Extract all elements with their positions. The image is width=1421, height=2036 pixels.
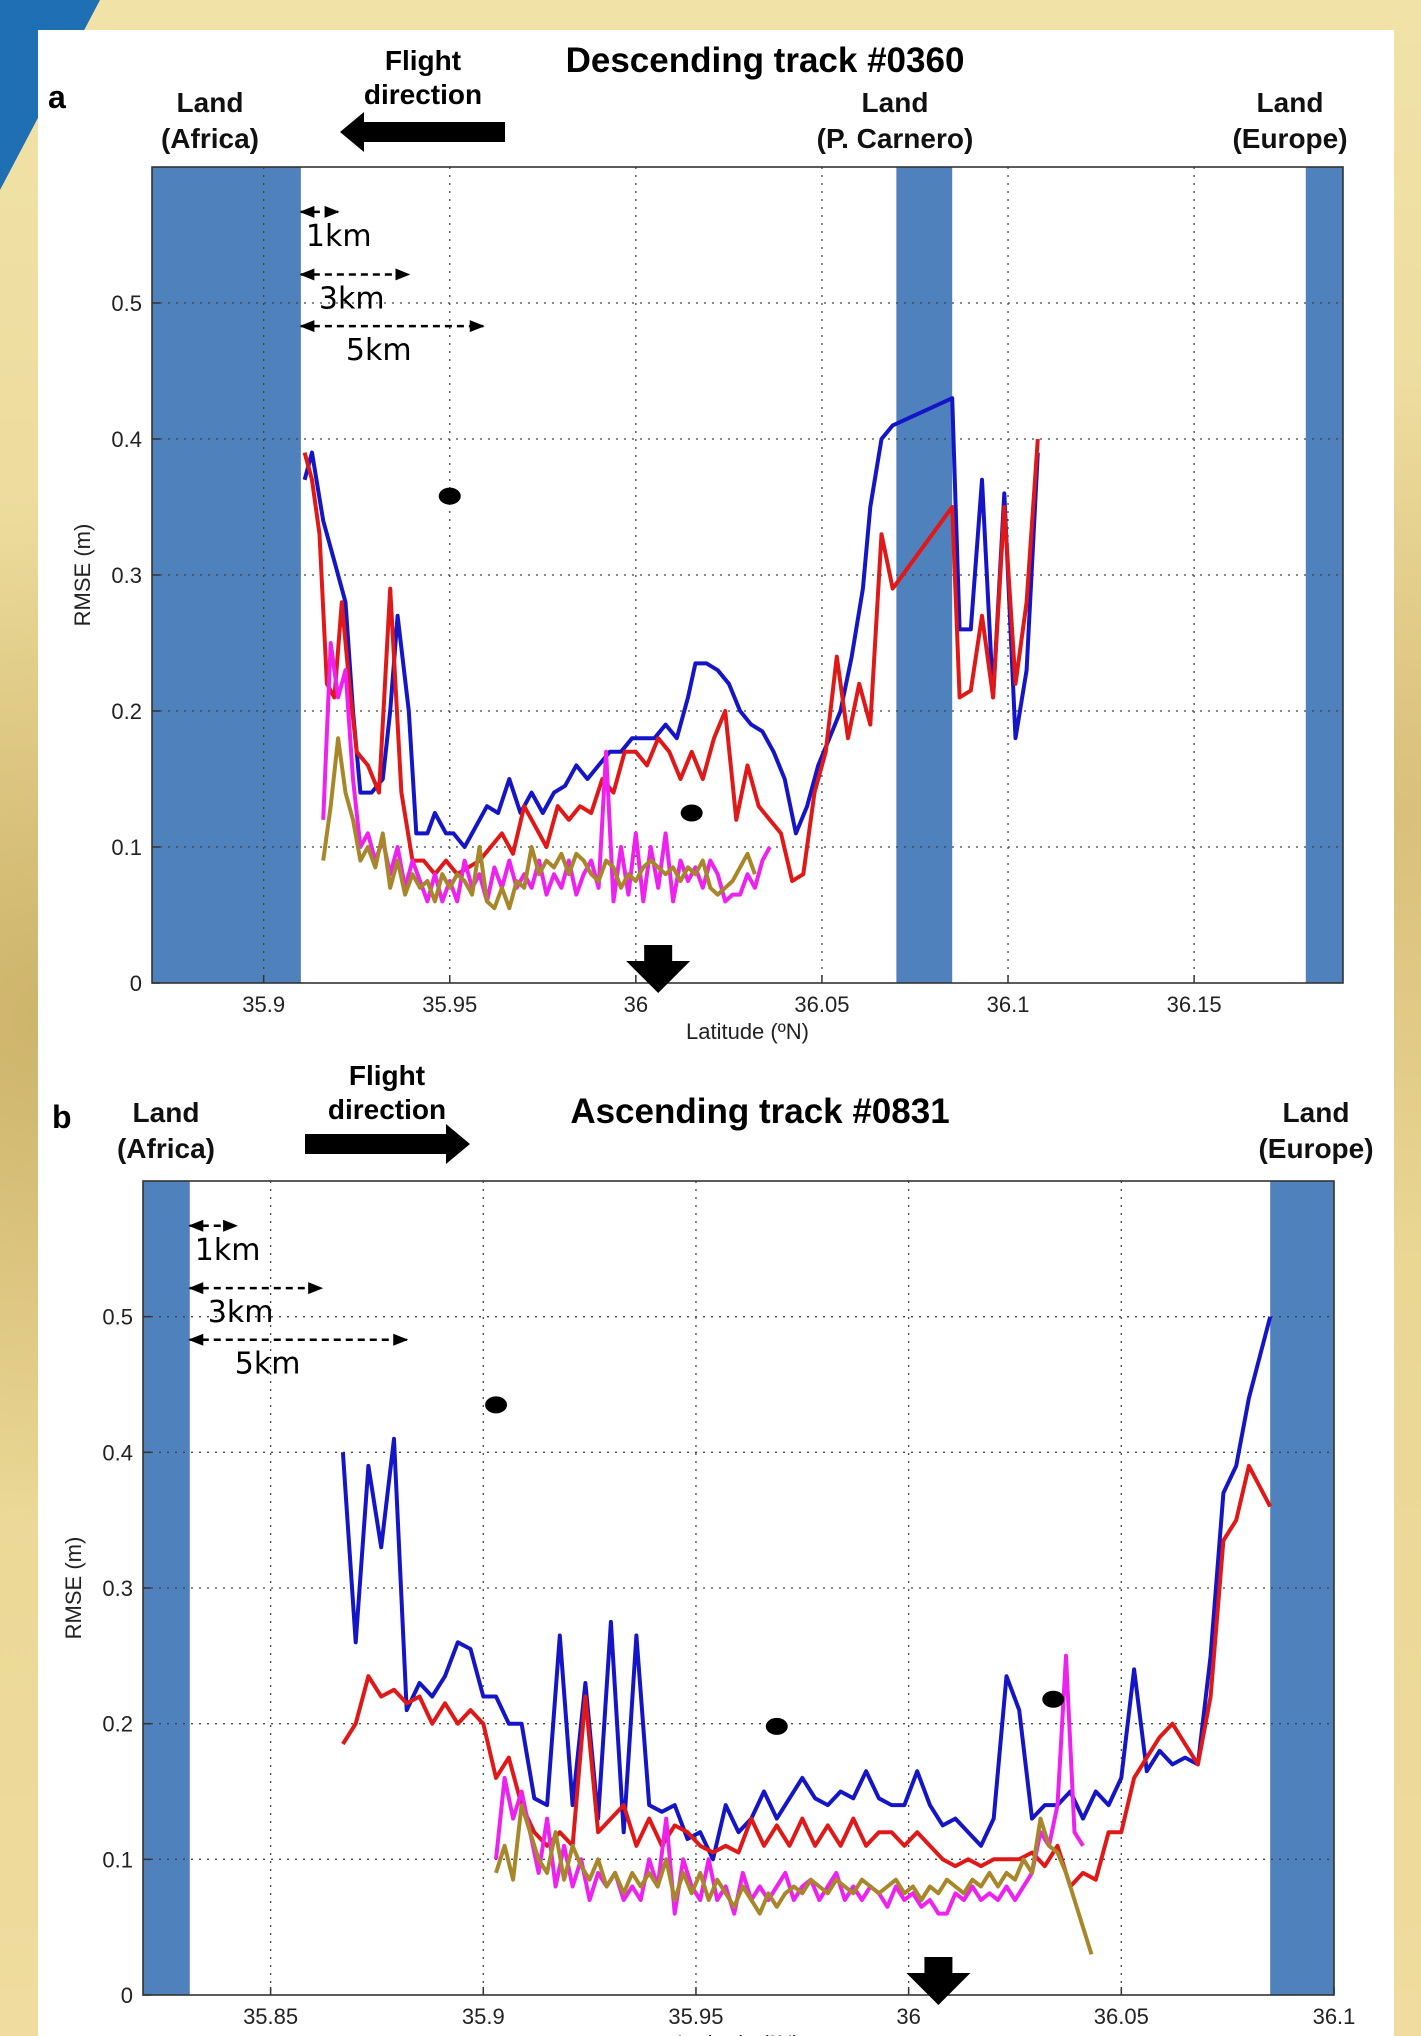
down-arrow-icon — [906, 1957, 971, 2005]
y-tick-label: 0.3 — [111, 563, 142, 588]
series-line-red — [341, 1463, 1272, 1889]
marker-dot — [438, 487, 461, 505]
y-tick-label: 0 — [130, 971, 142, 996]
series-line-magenta — [321, 641, 772, 904]
land-band — [152, 167, 301, 983]
y-tick-label: 0 — [121, 1983, 133, 2008]
land-label: (Europe) — [1258, 1133, 1373, 1164]
land-label: (P. Carnero) — [817, 123, 974, 154]
x-tick-label: 36.15 — [1167, 992, 1222, 1017]
x-tick-label: 36 — [896, 2004, 920, 2029]
x-tick-label: 36 — [624, 992, 648, 1017]
x-tick-label: 35.9 — [242, 992, 285, 1017]
x-axis-label: Latitude (ºN) — [677, 2031, 800, 2036]
y-tick-label: 0.1 — [102, 1847, 133, 1872]
flight-direction-label: Flight — [349, 1060, 425, 1091]
chart-title: Descending track #0360 — [566, 41, 965, 80]
panel-b-chart: Land (Africa) Land (Europe) 1km 3km 5km 35.85 35… — [52, 1060, 1374, 2036]
series-line-blue — [340, 1316, 1273, 1862]
land-label: (Europe) — [1232, 123, 1347, 154]
panel-letter: a — [48, 79, 66, 115]
chart-title: Ascending track #0831 — [570, 1092, 949, 1131]
x-tick-label: 35.95 — [422, 992, 477, 1017]
distance-label: 1km — [195, 1233, 261, 1268]
distance-label: 3km — [319, 281, 385, 316]
y-tick-label: 0.2 — [111, 699, 142, 724]
flight-direction-label: direction — [364, 79, 482, 110]
y-axis-label: RMSE (m) — [70, 524, 95, 627]
series-line-red — [302, 438, 1040, 883]
flight-direction-arrow-icon — [340, 112, 505, 152]
land-label: (Africa) — [117, 1133, 215, 1164]
series-line-magenta — [494, 1653, 1085, 1916]
land-label: (Africa) — [161, 123, 259, 154]
marker-dot — [765, 1717, 788, 1735]
x-tick-label: 36.05 — [794, 992, 849, 1017]
distance-label: 5km — [346, 333, 412, 368]
series-line-blue — [302, 396, 1040, 849]
y-tick-label: 0.5 — [111, 291, 142, 316]
down-arrow-icon — [626, 945, 691, 993]
x-tick-label: 36.1 — [1313, 2004, 1356, 2029]
y-tick-label: 0.4 — [111, 427, 142, 452]
flight-direction-label: direction — [328, 1094, 446, 1125]
plot-area — [143, 1181, 1334, 1995]
x-tick-label: 35.9 — [462, 2004, 505, 2029]
land-label: Land — [133, 1097, 200, 1128]
x-tick-label: 35.95 — [668, 2004, 723, 2029]
distance-label: 1km — [306, 219, 372, 254]
y-tick-label: 0.2 — [102, 1712, 133, 1737]
y-tick-label: 0.4 — [102, 1440, 133, 1465]
y-axis-label: RMSE (m) — [61, 1537, 86, 1640]
distance-label: 3km — [208, 1295, 274, 1330]
x-tick-label: 36.1 — [987, 992, 1030, 1017]
x-tick-label: 35.85 — [243, 2004, 298, 2029]
land-label: Land — [177, 87, 244, 118]
flight-direction-label: Flight — [385, 45, 461, 76]
marker-dot — [485, 1396, 508, 1414]
marker-dot — [1042, 1690, 1065, 1708]
marker-dot — [680, 804, 703, 822]
land-label: Land — [1283, 1097, 1350, 1128]
y-tick-label: 0.3 — [102, 1576, 133, 1601]
series-line-olive — [494, 1803, 1094, 1955]
land-label: Land — [862, 87, 929, 118]
distance-label: 5km — [235, 1347, 301, 1382]
y-tick-label: 0.1 — [111, 835, 142, 860]
panel-a-chart: Land (Africa) Land (P. Carnero) Land (Europe)… — [48, 41, 1348, 1044]
panel-letter: b — [52, 1099, 72, 1135]
flight-direction-arrow-icon — [305, 1124, 470, 1164]
series-line-olive — [321, 736, 757, 911]
y-tick-label: 0.5 — [102, 1305, 133, 1330]
x-tick-label: 36.05 — [1094, 2004, 1149, 2029]
land-label: Land — [1257, 87, 1324, 118]
x-axis-label: Latitude (ºN) — [686, 1019, 809, 1044]
